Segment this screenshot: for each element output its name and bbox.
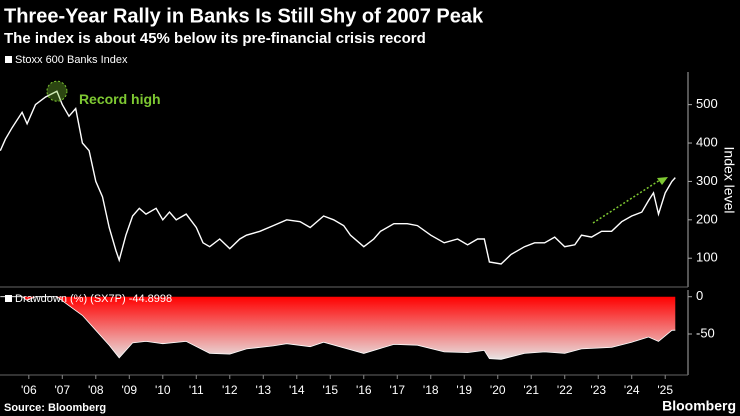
x-tick-label: '24 [624, 383, 640, 397]
y-tick-label: 0 [696, 288, 703, 303]
index-line [0, 90, 676, 265]
x-tick-label: '16 [356, 383, 372, 397]
x-tick-label: '11 [189, 383, 204, 397]
x-tick-label: '10 [155, 383, 171, 397]
drawdown-fill [0, 296, 676, 360]
x-tick-label: '08 [88, 383, 104, 397]
x-tick-label: '23 [590, 383, 606, 397]
title: Three-Year Rally in Banks Is Still Shy o… [4, 5, 484, 27]
x-tick-label: '06 [21, 383, 37, 397]
x-tick-label: '22 [557, 383, 573, 397]
subtitle: The index is about 45% below its pre-fin… [4, 30, 426, 47]
legend-swatch [5, 56, 12, 63]
record-marker [46, 80, 68, 102]
arrow-head [657, 177, 668, 185]
y-tick-label: 400 [696, 134, 718, 149]
y-tick-label: 500 [696, 96, 718, 111]
x-tick-label: '19 [456, 383, 472, 397]
brand: Bloomberg [662, 398, 736, 414]
trend-arrow [592, 179, 661, 224]
x-tick-label: '17 [389, 383, 405, 397]
drawdown-line [0, 296, 676, 360]
x-tick-label: '25 [657, 383, 673, 397]
y-axis-label: Index level [721, 147, 737, 214]
x-tick-label: '18 [423, 383, 439, 397]
annotation: Record high [79, 91, 161, 107]
y-tick-label: -50 [696, 325, 715, 340]
x-tick-label: '20 [490, 383, 506, 397]
x-tick-label: '14 [289, 383, 305, 397]
y-tick-label: 300 [696, 173, 718, 188]
legend-label: Stoxx 600 Banks Index [15, 54, 128, 66]
y-tick-label: 100 [696, 250, 718, 265]
x-tick-label: '09 [121, 383, 137, 397]
x-tick-label: '15 [322, 383, 338, 397]
legend-swatch [5, 295, 12, 302]
source: Source: Bloomberg [4, 402, 106, 414]
y-tick-label: 200 [696, 211, 718, 226]
x-tick-label: '21 [523, 383, 539, 397]
x-tick-label: '13 [255, 383, 271, 397]
x-tick-label: '12 [222, 383, 238, 397]
x-tick-label: '07 [54, 383, 70, 397]
legend-label: Drawdown (%) (SX7P) -44.8998 [15, 293, 172, 305]
